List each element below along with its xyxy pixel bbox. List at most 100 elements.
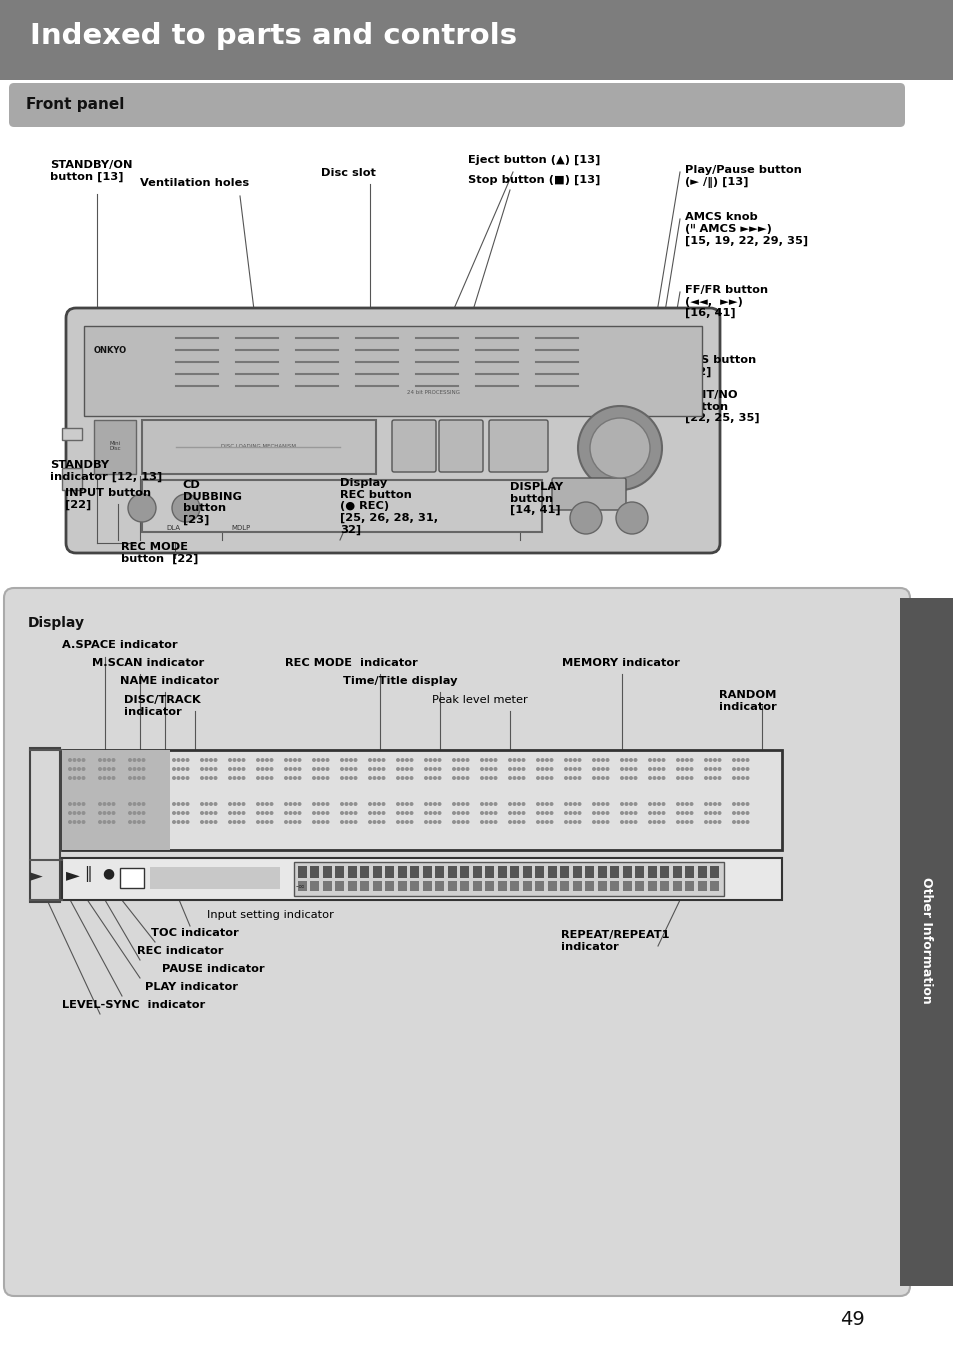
Circle shape (107, 821, 111, 823)
Circle shape (744, 776, 749, 780)
Circle shape (141, 802, 146, 806)
Circle shape (428, 767, 432, 771)
Circle shape (684, 758, 688, 763)
Circle shape (354, 767, 357, 771)
Circle shape (209, 802, 213, 806)
Circle shape (181, 758, 185, 763)
Circle shape (213, 802, 217, 806)
Circle shape (204, 821, 209, 823)
Circle shape (517, 767, 520, 771)
Circle shape (297, 821, 301, 823)
Text: DISPLAY
button
[14, 41]: DISPLAY button [14, 41] (510, 483, 562, 515)
Circle shape (708, 776, 712, 780)
FancyBboxPatch shape (489, 420, 547, 472)
Circle shape (381, 758, 385, 763)
Circle shape (589, 418, 649, 479)
Circle shape (563, 811, 567, 815)
Circle shape (568, 811, 572, 815)
Bar (622, 882, 631, 891)
Circle shape (493, 767, 497, 771)
Circle shape (344, 821, 348, 823)
Bar (610, 867, 618, 877)
Circle shape (740, 767, 744, 771)
Circle shape (577, 767, 581, 771)
Circle shape (102, 802, 107, 806)
Circle shape (344, 767, 348, 771)
Circle shape (213, 811, 217, 815)
Circle shape (200, 758, 204, 763)
Circle shape (400, 767, 404, 771)
Circle shape (368, 811, 372, 815)
Circle shape (684, 821, 688, 823)
Circle shape (185, 758, 190, 763)
Circle shape (260, 776, 264, 780)
Circle shape (465, 776, 469, 780)
Circle shape (657, 802, 660, 806)
Bar (899, 598, 953, 1286)
Circle shape (592, 776, 596, 780)
Bar (62, 468, 82, 489)
Circle shape (132, 802, 136, 806)
Bar (573, 882, 581, 891)
Bar (297, 882, 307, 891)
Circle shape (456, 776, 460, 780)
Circle shape (484, 811, 488, 815)
Circle shape (354, 802, 357, 806)
Text: ►: ► (66, 867, 80, 884)
Circle shape (596, 802, 599, 806)
Circle shape (428, 802, 432, 806)
Circle shape (297, 776, 301, 780)
Circle shape (293, 758, 296, 763)
Circle shape (731, 802, 735, 806)
Circle shape (141, 758, 146, 763)
Circle shape (596, 821, 599, 823)
Circle shape (288, 821, 293, 823)
Circle shape (128, 767, 132, 771)
Circle shape (708, 802, 712, 806)
Circle shape (549, 802, 553, 806)
Circle shape (213, 758, 217, 763)
Circle shape (228, 821, 232, 823)
Circle shape (297, 767, 301, 771)
Circle shape (465, 767, 469, 771)
Bar (672, 867, 681, 877)
Bar (310, 882, 319, 891)
Circle shape (708, 821, 712, 823)
Circle shape (107, 802, 111, 806)
Circle shape (517, 811, 520, 815)
Circle shape (619, 802, 623, 806)
Bar (573, 867, 581, 877)
Circle shape (269, 767, 274, 771)
Circle shape (605, 821, 609, 823)
Bar (373, 882, 381, 891)
Circle shape (512, 758, 516, 763)
Text: EDIT/NO
button
[22, 25, 35]: EDIT/NO button [22, 25, 35] (684, 389, 759, 423)
Text: Time/Title display: Time/Title display (342, 676, 456, 685)
Text: DISC/TRACK
indicator: DISC/TRACK indicator (124, 695, 200, 717)
Text: Indexed to parts and controls: Indexed to parts and controls (30, 22, 517, 50)
Circle shape (255, 758, 260, 763)
Circle shape (437, 821, 441, 823)
Circle shape (596, 767, 599, 771)
Text: Display
REC button
(● REC)
[25, 26, 28, 31,
32]: Display REC button (● REC) [25, 26, 28, … (339, 479, 437, 535)
Circle shape (176, 821, 180, 823)
Circle shape (236, 802, 241, 806)
Circle shape (344, 776, 348, 780)
Circle shape (81, 767, 86, 771)
Circle shape (619, 811, 623, 815)
Circle shape (241, 776, 245, 780)
Bar (585, 867, 594, 877)
Circle shape (507, 767, 512, 771)
Circle shape (624, 776, 628, 780)
Circle shape (423, 811, 428, 815)
Circle shape (181, 811, 185, 815)
Circle shape (479, 802, 483, 806)
Circle shape (489, 821, 493, 823)
Circle shape (269, 821, 274, 823)
Circle shape (204, 811, 209, 815)
Circle shape (479, 821, 483, 823)
Circle shape (521, 776, 525, 780)
Circle shape (573, 758, 577, 763)
Text: REC indicator: REC indicator (136, 946, 223, 956)
Circle shape (297, 758, 301, 763)
